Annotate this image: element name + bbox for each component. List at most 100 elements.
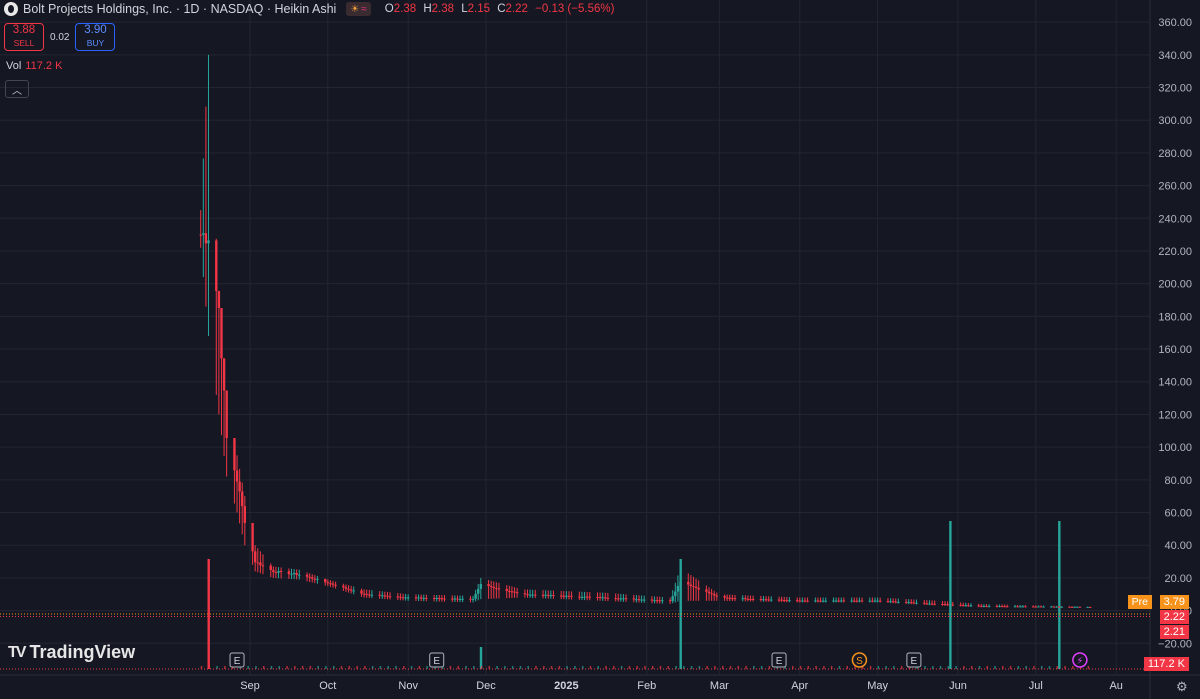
candle-body	[1003, 606, 1006, 608]
candle-body	[907, 602, 910, 604]
last-price[interactable]: 2.22	[1159, 610, 1189, 624]
price-axis[interactable]: −20.000.0020.0040.0060.0080.00100.00120.…	[1158, 0, 1192, 650]
candle-body	[565, 595, 568, 597]
earnings-marker[interactable]: E	[429, 652, 445, 668]
earnings-marker[interactable]: E	[229, 652, 245, 668]
candle-body	[215, 240, 218, 291]
y-tick-label: 40.00	[1164, 540, 1192, 552]
candle-body	[725, 597, 729, 599]
news-marker[interactable]: ⚡	[1072, 652, 1088, 668]
candle-body	[744, 598, 747, 600]
collapse-legend-button[interactable]: ︿	[5, 80, 29, 98]
earnings-marker[interactable]: E	[771, 652, 787, 668]
y-tick-label: −20.00	[1158, 638, 1192, 650]
chevron-up-icon: ︿	[12, 85, 22, 97]
buy-button[interactable]: 3.90 BUY	[75, 23, 116, 51]
pre-market-tag[interactable]: Pre	[1127, 595, 1152, 609]
candle-body	[995, 606, 999, 608]
sell-button[interactable]: 3.88 SELL	[4, 23, 44, 51]
candle-body	[458, 598, 462, 600]
candle-body	[624, 598, 628, 600]
candle-body	[1031, 606, 1035, 608]
candle-body	[401, 597, 405, 599]
high-value: 2.38	[431, 3, 455, 15]
candle-body	[728, 597, 731, 599]
candle-body	[272, 569, 275, 573]
volume-bar-small	[294, 666, 296, 669]
tradingview-logo[interactable]: TV TradingView	[8, 642, 135, 663]
candle-body	[980, 605, 983, 607]
candle-body	[1034, 606, 1037, 608]
candle-body	[578, 596, 581, 598]
candle-body	[897, 601, 900, 603]
volume-bar-small	[636, 666, 638, 669]
candle-body	[842, 600, 846, 602]
volume-bar-small	[1033, 666, 1035, 669]
last-price-2[interactable]: 2.21	[1159, 625, 1189, 639]
pre-market-price[interactable]: 3.79	[1159, 595, 1189, 609]
volume-bar-small	[247, 666, 249, 669]
candle-body	[676, 585, 680, 592]
candle-body	[396, 596, 400, 598]
candle-body	[777, 599, 781, 601]
volume-bar-small	[519, 666, 522, 669]
earnings-marker[interactable]: E	[906, 652, 922, 668]
candle-body	[515, 592, 519, 594]
candle-body	[819, 600, 822, 602]
volume-bar-small	[410, 666, 413, 669]
candle-body	[404, 597, 407, 599]
volume-price-tag[interactable]: 117.2 K	[1143, 657, 1189, 671]
candle-body	[985, 605, 988, 607]
volume-bar-small	[838, 666, 841, 669]
split-marker[interactable]: S	[851, 652, 868, 668]
volume-bar-small	[900, 666, 903, 669]
volume-bar-small	[473, 666, 475, 669]
candle-body	[596, 596, 599, 598]
candle-body	[505, 588, 508, 591]
volume-bar-small	[869, 666, 872, 669]
candle-body	[746, 598, 750, 600]
candle-body	[588, 596, 591, 598]
candle-body	[733, 598, 737, 600]
candle-body	[1050, 606, 1053, 608]
candle-body	[821, 600, 825, 602]
candle-body	[365, 593, 368, 595]
candle-body	[715, 595, 718, 597]
market-status-badge[interactable]: ☀ ≈	[346, 2, 371, 16]
volume-bar-small	[511, 666, 514, 669]
candle-body	[414, 597, 418, 599]
candle-body	[837, 600, 840, 602]
volume-bar-small	[675, 666, 677, 669]
settings-gear-icon[interactable]: ⚙	[1176, 679, 1188, 694]
y-tick-label: 340.00	[1158, 50, 1192, 62]
volume-bar-small	[932, 666, 934, 669]
candle-body	[344, 587, 348, 589]
candle-body	[798, 600, 801, 602]
candle-body	[969, 605, 973, 607]
candle-body	[671, 596, 674, 602]
candle-body	[508, 590, 511, 592]
svg-text:E: E	[776, 656, 783, 667]
volume-bar-small	[403, 666, 405, 669]
candle-body	[547, 594, 550, 596]
volume-bar-small	[418, 666, 421, 669]
y-tick-label: 320.00	[1158, 83, 1192, 95]
candle-body	[383, 595, 387, 597]
candle-body	[783, 600, 786, 602]
candle-body	[222, 358, 226, 391]
sell-price: 3.88	[12, 24, 36, 36]
volume-bar-small	[208, 666, 211, 669]
candle-body	[1019, 606, 1022, 608]
candle-body	[604, 597, 607, 599]
candle-body	[697, 587, 700, 590]
candle-body	[806, 600, 809, 602]
volume-value: 117.2 K	[25, 60, 63, 72]
candle-body	[349, 589, 353, 591]
change-value: −0.13 (−5.56%)	[535, 3, 615, 15]
symbol-title[interactable]: Bolt Projects Holdings, Inc. · 1D · NASD…	[23, 2, 337, 16]
svg-text:⚡: ⚡	[1076, 656, 1083, 667]
candle-body	[425, 597, 428, 599]
time-axis[interactable]: Sep Oct Nov Dec 2025 Feb Mar Apr May Jun Jul Au	[240, 680, 1123, 692]
candle-body	[749, 598, 752, 600]
